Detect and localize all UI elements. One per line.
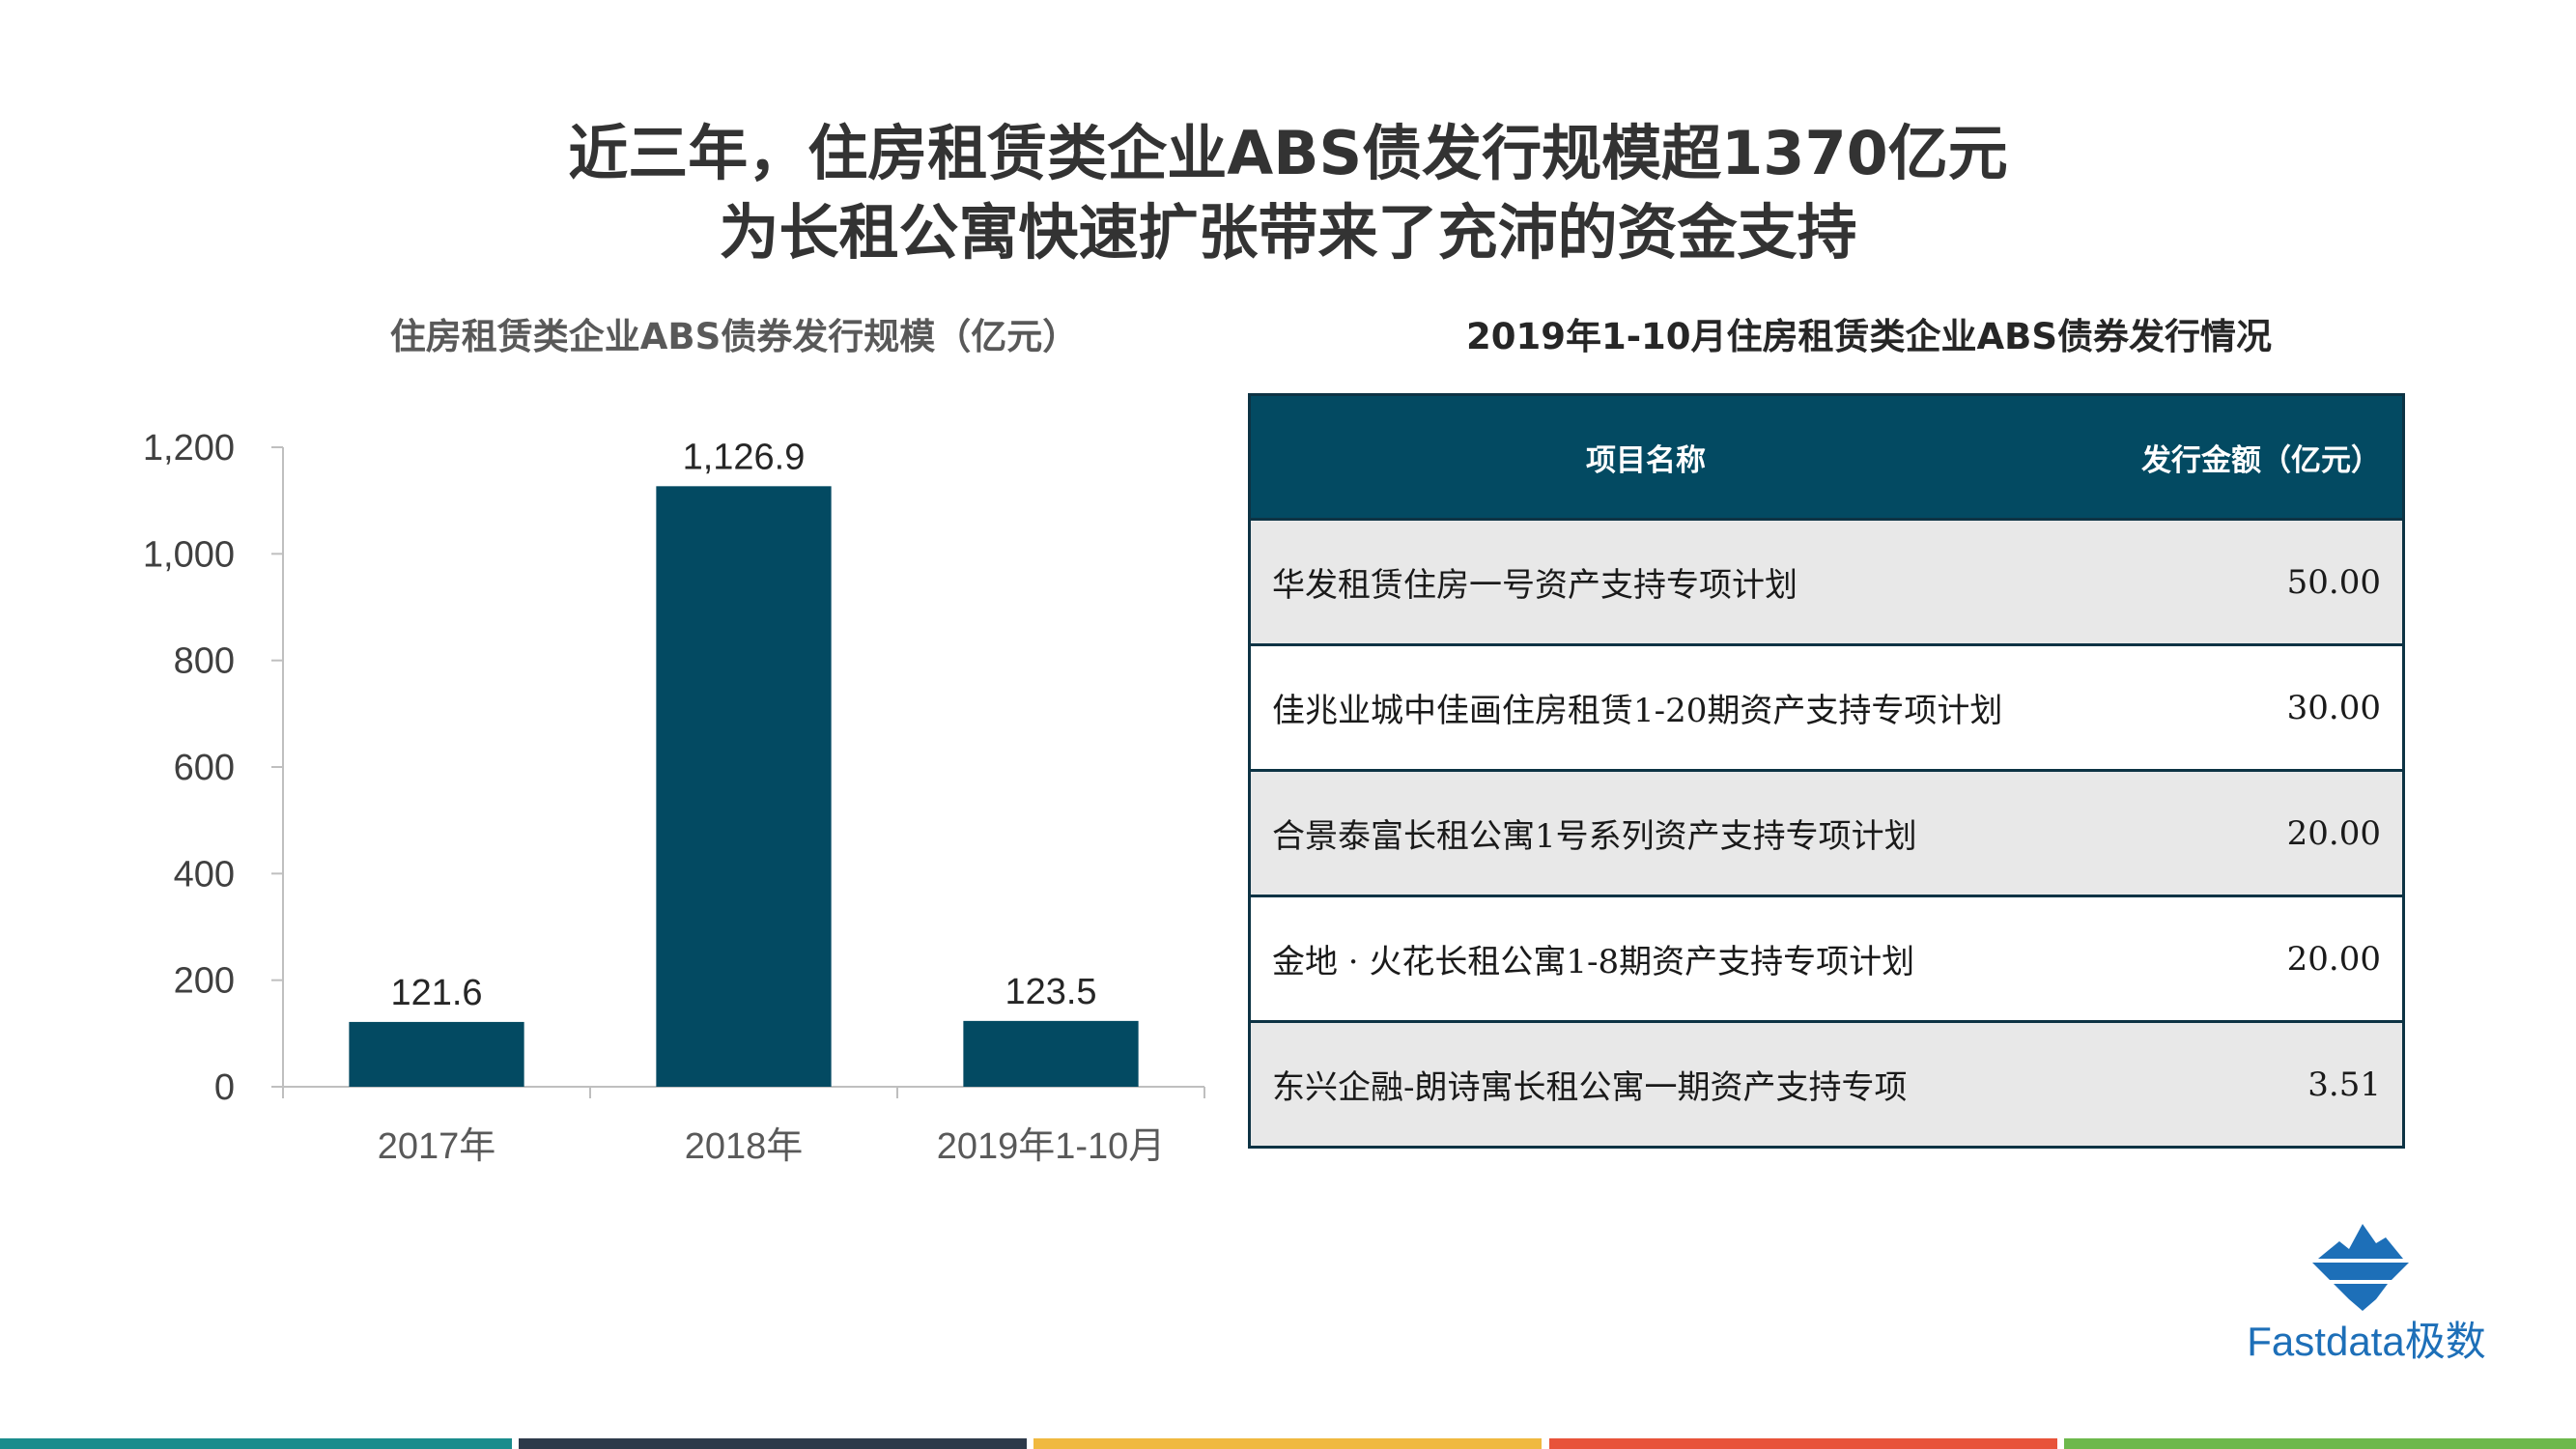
table-row: 合景泰富长租公寓1号系列资产支持专项计划 20.00 (1249, 769, 2404, 896)
data-label: 121.6 (390, 973, 482, 1013)
table-title: 2019年1-10月住房租赁类企业ABS债券发行情况 (1465, 316, 2273, 357)
row-amount: 20.00 (2041, 769, 2404, 896)
iceberg-logo-icon (2312, 1224, 2409, 1311)
page-title-line2: 为长租公寓快速扩张带来了充沛的资金支持 (719, 197, 1857, 268)
footer-segment (519, 1438, 1027, 1449)
page-title-line1: 近三年，住房租赁类企业ABS债发行规模超1370亿元 (568, 118, 2008, 188)
table-header-row: 项目名称 发行金额（亿元） (1249, 394, 2404, 520)
abs-issuance-table: 项目名称 发行金额（亿元） 华发租赁住房一号资产支持专项计划 50.00 佳兆业… (1248, 393, 2405, 1149)
row-name: 佳兆业城中佳画住房租赁1-20期资产支持专项计划 (1249, 643, 2041, 771)
x-tick-label: 2017年 (378, 1126, 496, 1167)
row-amount: 3.51 (2041, 1020, 2404, 1148)
table-row: 金地 · 火花长租公寓1-8期资产支持专项计划 20.00 (1249, 895, 2404, 1022)
data-label: 123.5 (1005, 972, 1096, 1012)
row-name: 华发租赁住房一号资产支持专项计划 (1249, 518, 2041, 645)
data-label: 1,126.9 (683, 437, 806, 477)
column-header-name: 项目名称 (1249, 394, 2041, 520)
bar (349, 1021, 524, 1087)
y-tick-label: 0 (214, 1067, 235, 1108)
footer-segment (1549, 1438, 2057, 1449)
y-tick-label: 400 (174, 854, 235, 895)
footer-segment (0, 1438, 512, 1449)
y-tick-label: 1,000 (143, 534, 235, 575)
table-row: 华发租赁住房一号资产支持专项计划 50.00 (1249, 518, 2404, 645)
row-name: 金地 · 火花长租公寓1-8期资产支持专项计划 (1249, 895, 2041, 1022)
row-amount: 50.00 (2041, 518, 2404, 645)
row-amount: 30.00 (2041, 643, 2404, 771)
table-row: 东兴企融-朗诗寓长租公寓一期资产支持专项 3.51 (1249, 1020, 2404, 1148)
bar (963, 1020, 1139, 1087)
row-name: 合景泰富长租公寓1号系列资产支持专项计划 (1249, 769, 2041, 896)
bar (656, 486, 832, 1087)
footer-segment (2064, 1438, 2576, 1449)
x-tick-label: 2018年 (685, 1126, 804, 1167)
y-tick-label: 600 (174, 748, 235, 788)
column-header-amount: 发行金额（亿元） (2041, 394, 2404, 520)
x-tick-label: 2019年1-10月 (937, 1126, 1166, 1167)
y-tick-label: 800 (174, 641, 235, 682)
footer-color-bar (0, 1438, 2576, 1449)
footer-segment (1033, 1438, 1542, 1449)
fastdata-logo-text: Fastdata极数 (2247, 1319, 2486, 1364)
y-tick-label: 200 (174, 961, 235, 1002)
y-tick-label: 1,200 (143, 428, 235, 469)
bar-chart: 0 200 400 600 800 1,000 1,200 121.6 2017年 1,126.9… (143, 428, 1205, 1167)
chart-title: 住房租赁类企业ABS债券发行规模（亿元） (389, 316, 1079, 357)
row-name: 东兴企融-朗诗寓长租公寓一期资产支持专项 (1249, 1020, 2041, 1148)
row-amount: 20.00 (2041, 895, 2404, 1022)
table-row: 佳兆业城中佳画住房租赁1-20期资产支持专项计划 30.00 (1249, 643, 2404, 771)
